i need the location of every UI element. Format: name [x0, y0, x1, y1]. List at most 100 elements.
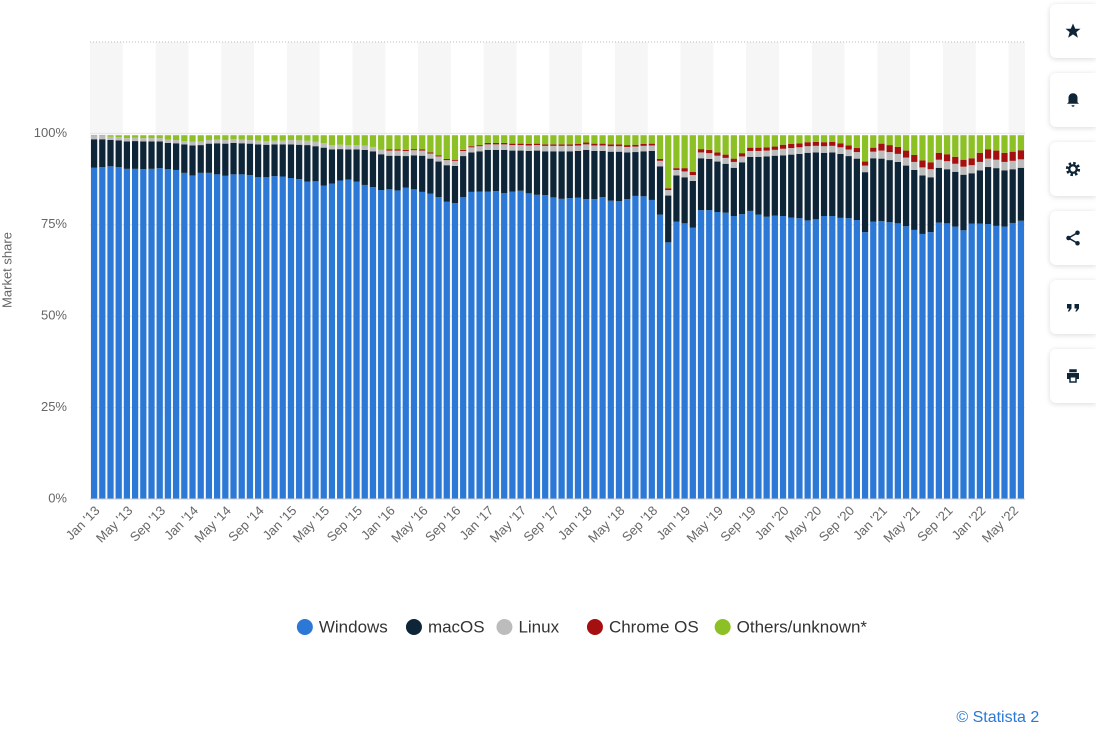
y-tick-label: 25%: [41, 399, 67, 414]
bar-segment: [648, 199, 655, 499]
bar-segment: [214, 174, 221, 499]
bar-segment: [566, 151, 573, 199]
bar-segment: [747, 210, 754, 499]
bar-segment: [599, 145, 606, 151]
bar-segment: [829, 135, 836, 142]
bar-segment: [246, 175, 254, 499]
bar-segment: [952, 163, 959, 172]
bar-segment: [255, 140, 262, 145]
bar-segment: [993, 150, 1000, 160]
bar-segment: [533, 135, 541, 144]
bar-segment: [304, 135, 311, 141]
x-tick-label: Sep '21: [914, 503, 955, 544]
bar-segment: [476, 135, 483, 146]
share-icon: [1066, 230, 1080, 246]
bar-segment: [255, 177, 262, 499]
bar-segment: [131, 141, 139, 169]
bar-segment: [517, 145, 524, 151]
bar-segment: [911, 169, 918, 230]
bar-segment: [812, 152, 819, 220]
bar-segment: [984, 224, 992, 500]
bar-segment: [952, 226, 959, 500]
bar-segment: [624, 146, 631, 153]
x-tick-label: Sep '13: [127, 503, 168, 544]
bar-segment: [632, 135, 639, 145]
bar-segment: [615, 146, 623, 152]
bar-segment: [501, 192, 508, 499]
bar-segment: [197, 135, 204, 142]
bar-segment: [730, 135, 737, 159]
bar-segment: [968, 223, 975, 500]
settings-button[interactable]: [1050, 142, 1096, 196]
bar-segment: [976, 152, 984, 162]
quote-icon: [1067, 304, 1079, 312]
bar-segment: [779, 155, 787, 217]
bar-segment: [542, 144, 549, 146]
bar-segment: [419, 191, 426, 499]
print-button[interactable]: [1050, 349, 1096, 403]
bar-segment: [902, 135, 910, 151]
star-icon: [1065, 23, 1081, 38]
notification-button[interactable]: [1050, 73, 1096, 127]
bar-segment: [205, 172, 213, 499]
bar-segment: [935, 167, 942, 223]
bar-segment: [673, 221, 680, 500]
bar-segment: [131, 137, 139, 142]
bar-segment: [861, 172, 869, 233]
bar-segment: [443, 201, 450, 499]
bar-segment: [90, 135, 98, 140]
bar-segment: [238, 143, 245, 175]
bar-segment: [968, 135, 975, 159]
bar-segment: [820, 146, 828, 153]
bar-segment: [640, 144, 647, 146]
bar-segment: [378, 149, 385, 155]
bar-segment: [140, 138, 147, 142]
bar-segment: [1009, 135, 1016, 152]
bar-segment: [689, 135, 696, 172]
favorite-button[interactable]: [1050, 4, 1096, 58]
bar-segment: [156, 168, 163, 499]
bar-segment: [287, 135, 295, 140]
bar-segment: [410, 150, 418, 156]
bar-segment: [804, 146, 811, 153]
bar-segment: [542, 151, 549, 196]
bar-segment: [747, 150, 754, 157]
bar-segment: [222, 135, 229, 140]
bar-segment: [328, 149, 336, 184]
bar-segment: [271, 140, 278, 145]
bar-segment: [230, 135, 237, 140]
bar-segment: [583, 144, 590, 150]
bar-segment: [607, 135, 614, 145]
bar-segment: [812, 135, 819, 142]
bar-segment: [164, 139, 172, 143]
bar-segment: [615, 201, 623, 499]
x-tick-label: May '17: [487, 503, 530, 546]
x-tick-label: Sep '16: [422, 503, 463, 544]
bar-segment: [656, 158, 664, 161]
bar-segment: [402, 156, 409, 188]
bar-segment: [853, 220, 860, 500]
cite-button[interactable]: [1050, 280, 1096, 334]
bar-segment: [189, 145, 196, 176]
bar-segment: [714, 152, 721, 156]
bar-segment: [894, 223, 901, 500]
bar-segment: [468, 152, 475, 192]
bar-segment: [927, 135, 934, 163]
bar-segment: [337, 149, 344, 181]
bar-segment: [681, 135, 688, 169]
bar-segment: [90, 135, 98, 136]
bar-segment: [525, 193, 532, 499]
bar-segment: [624, 135, 631, 146]
bar-segment: [845, 156, 852, 219]
bar-segment: [533, 145, 541, 151]
bar-segment: [410, 149, 418, 151]
x-tick-label: Sep '14: [225, 503, 266, 544]
bar-segment: [706, 210, 713, 499]
bar-segment: [345, 179, 352, 499]
bar-segment: [238, 139, 245, 144]
share-button[interactable]: [1050, 211, 1096, 265]
bar-segment: [632, 146, 639, 153]
bar-segment: [279, 144, 286, 177]
bar-segment: [911, 154, 918, 162]
